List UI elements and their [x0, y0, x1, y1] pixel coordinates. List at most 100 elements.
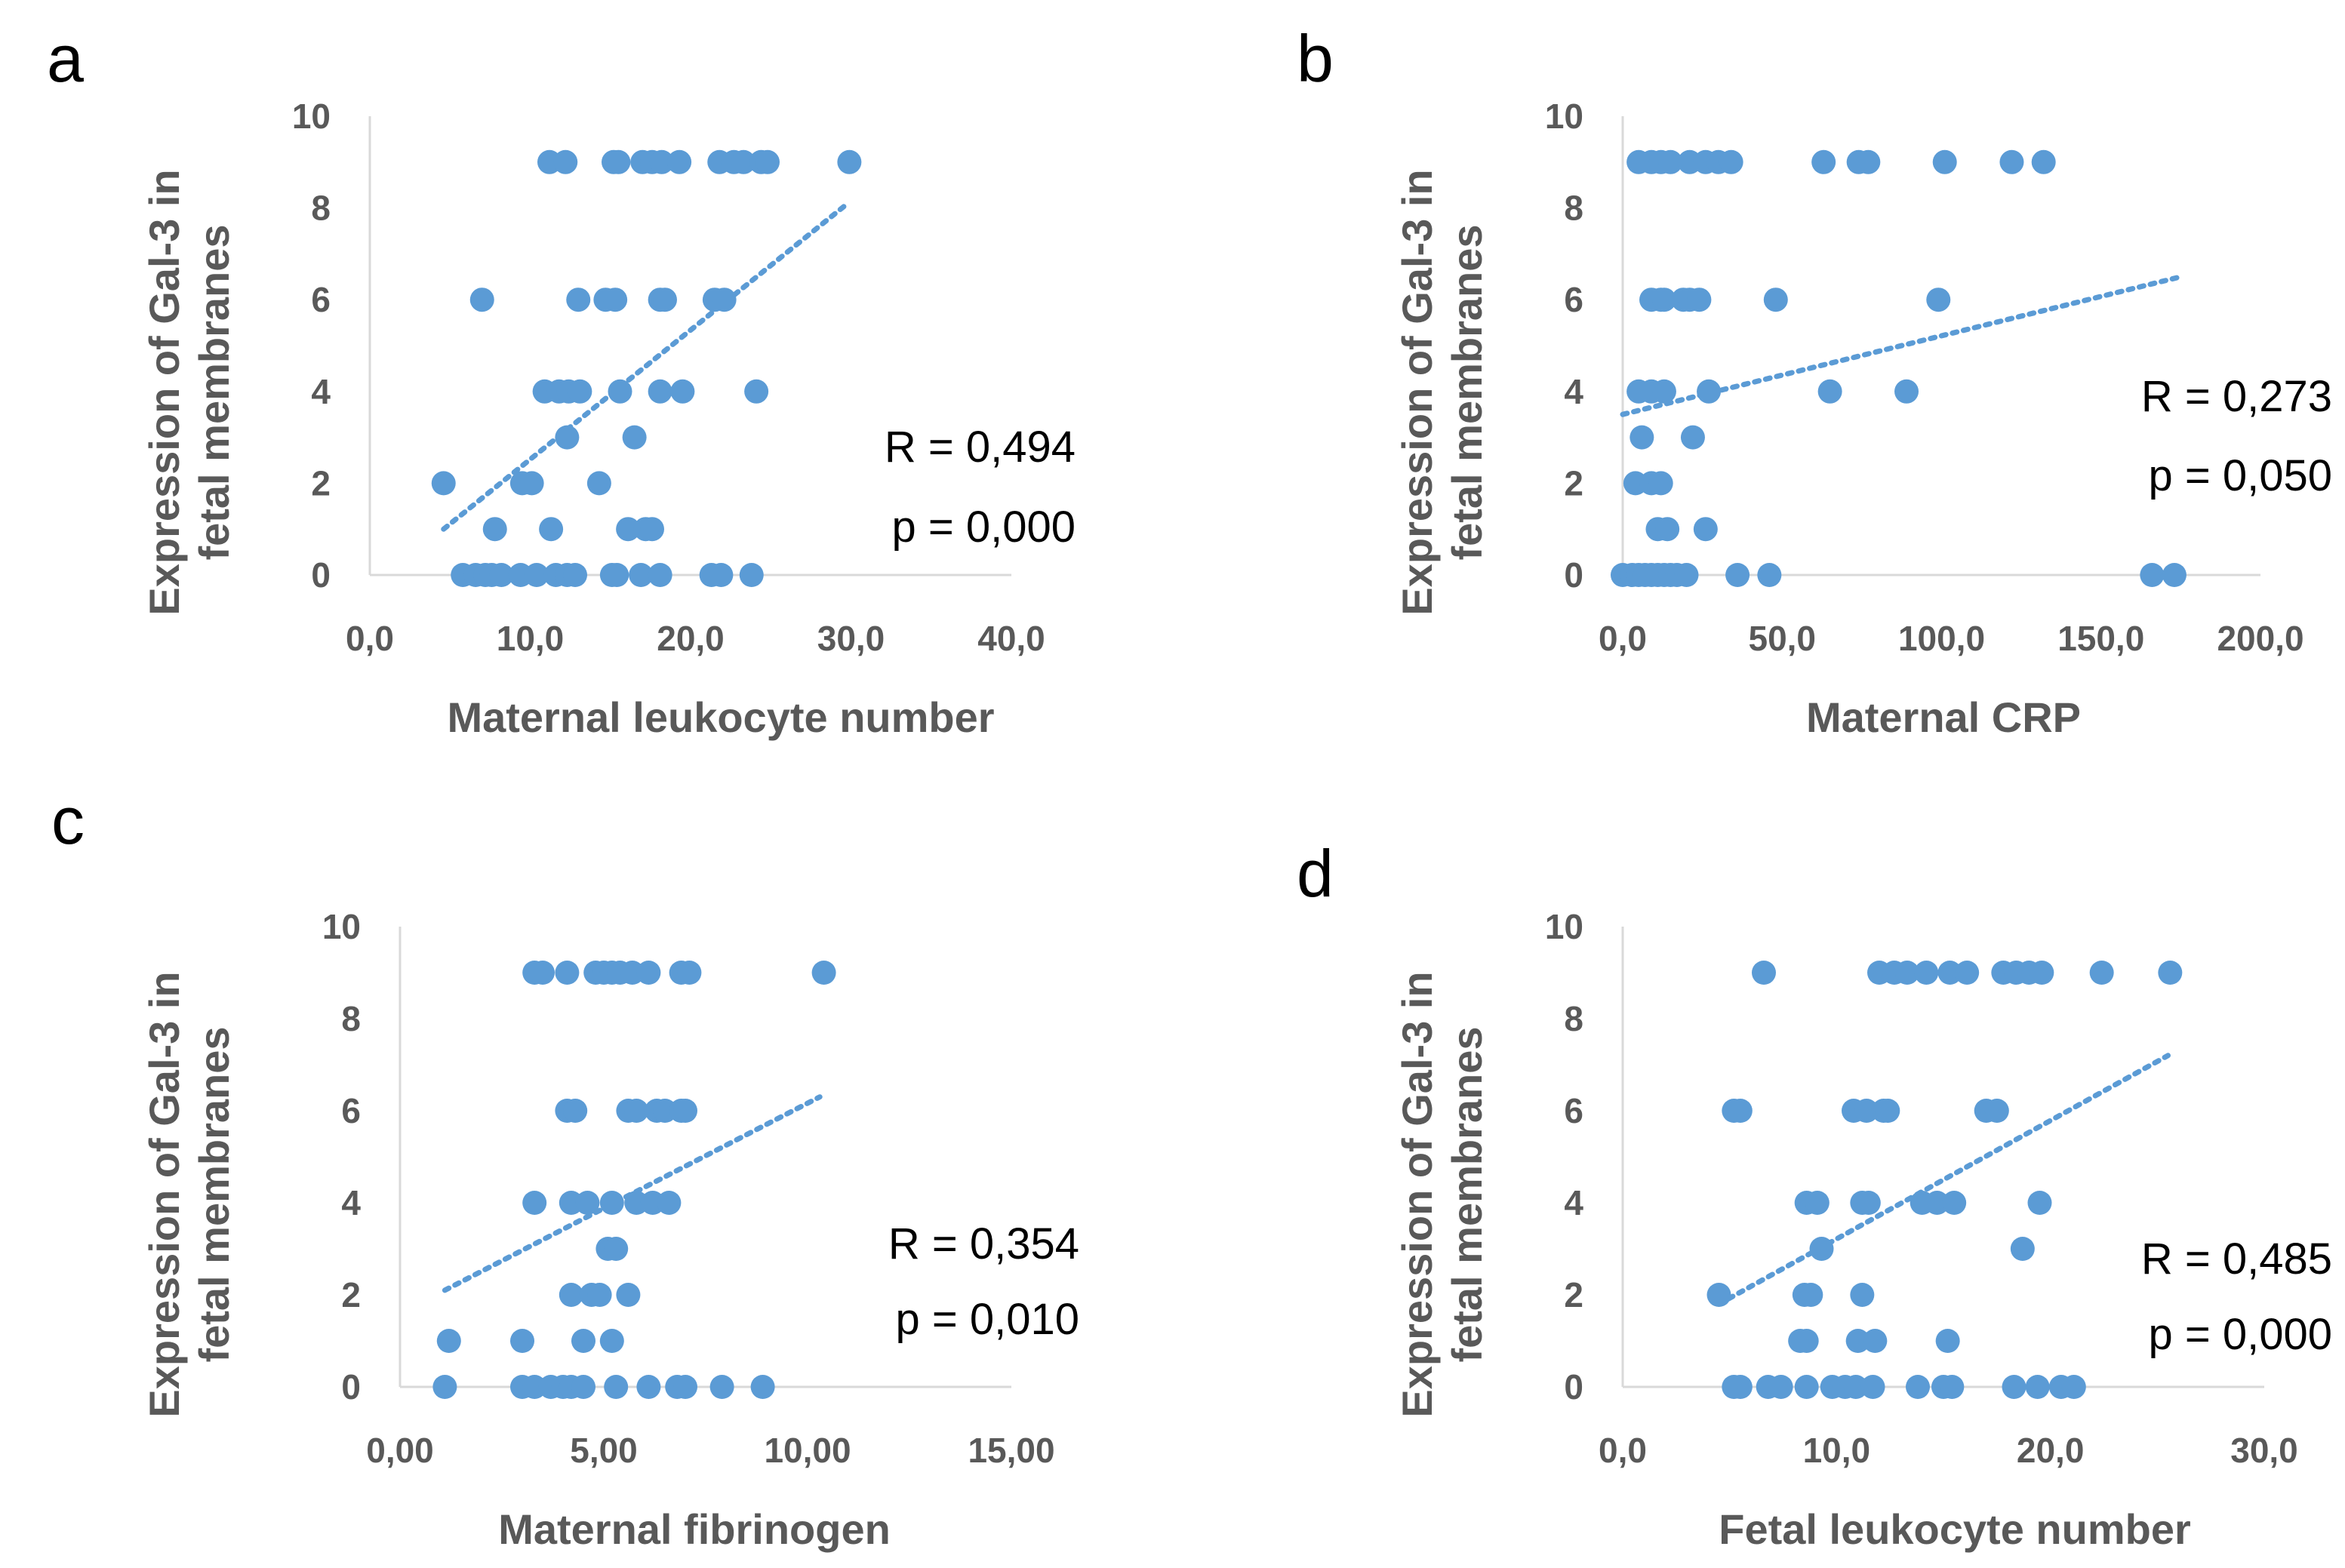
data-point [636, 1375, 661, 1399]
data-point [1854, 1099, 1879, 1123]
y-tick-label: 0 [311, 555, 331, 595]
data-point [604, 1237, 629, 1261]
data-point [811, 961, 836, 985]
data-point [2025, 1375, 2050, 1399]
data-point [2030, 961, 2054, 985]
data-point [712, 287, 737, 312]
data-point [1648, 471, 1673, 496]
y-axis-title-line: fetal membranes [190, 224, 238, 560]
data-point [599, 1191, 624, 1215]
correlation-r: R = 0,273 [2141, 372, 2332, 421]
data-point [744, 379, 769, 404]
data-point [606, 149, 631, 174]
y-tick-label: 6 [1564, 1091, 1583, 1130]
data-point [489, 563, 514, 587]
data-point [1794, 1375, 1819, 1399]
x-axis-title: Maternal fibrinogen [498, 1505, 891, 1553]
data-point [2027, 1191, 2052, 1215]
x-tick-label: 150,0 [2057, 619, 2144, 658]
p-value: p = 0,050 [2149, 451, 2333, 500]
data-point [1845, 1329, 1870, 1353]
data-point [555, 961, 580, 985]
data-point [1894, 961, 1919, 985]
data-point [571, 1375, 595, 1399]
correlation-r: R = 0,494 [885, 423, 1076, 472]
x-tick-label: 40,0 [977, 619, 1045, 658]
data-point [629, 563, 654, 587]
data-point [2002, 1375, 2026, 1399]
data-point [1687, 287, 1712, 312]
data-point [837, 149, 862, 174]
data-point [1651, 379, 1676, 404]
data-point [1906, 1375, 1930, 1399]
data-point [563, 563, 587, 587]
data-point [709, 1375, 734, 1399]
x-tick-label: 10,0 [1803, 1431, 1871, 1470]
data-point [1955, 961, 1980, 985]
p-value: p = 0,000 [2149, 1310, 2333, 1359]
data-point [1752, 961, 1776, 985]
y-tick-label: 8 [1564, 999, 1583, 1038]
panel-letter: a [47, 21, 84, 96]
data-point [624, 1099, 649, 1123]
x-tick-label: 0,0 [1599, 619, 1647, 658]
y-tick-label: 4 [311, 372, 331, 411]
chart-panel-c: c 0 2 4 6 8 10 0,00 5,00 10,00 15,00 Maternal fibri… [51, 783, 1079, 1553]
data-point [1757, 563, 1782, 587]
data-point [616, 517, 641, 542]
data-point [1863, 1329, 1888, 1353]
data-point [1843, 1375, 1868, 1399]
x-tick-label: 30,0 [2230, 1431, 2298, 1470]
data-point [436, 1329, 461, 1353]
data-point [1706, 1283, 1731, 1307]
x-axis-title: Maternal CRP [1806, 693, 2081, 741]
y-axis-title-line: fetal membranes [1443, 1026, 1491, 1362]
data-point [559, 1283, 583, 1307]
x-tick-label: 20,0 [2017, 1431, 2085, 1470]
data-point [649, 149, 674, 174]
x-tick-label: 20,0 [657, 619, 725, 658]
data-point [2061, 1375, 2086, 1399]
data-point [1680, 425, 1705, 450]
data-point [469, 287, 494, 312]
data-point [1811, 149, 1836, 174]
data-point [553, 149, 578, 174]
data-point [2140, 563, 2165, 587]
y-tick-label: 8 [1564, 189, 1583, 228]
y-tick-label: 8 [311, 189, 331, 228]
y-tick-label: 2 [1564, 1275, 1583, 1314]
y-tick-label: 6 [311, 280, 331, 319]
y-axis-title-line: Expression of Gal-3 in [140, 971, 188, 1417]
data-point [1935, 1329, 1960, 1353]
y-axis-title-line: Expression of Gal-3 in [1393, 971, 1441, 1417]
y-tick-label: 4 [1564, 372, 1583, 411]
data-point [2162, 563, 2187, 587]
data-point [1817, 379, 1842, 404]
data-point [2010, 1237, 2035, 1261]
y-tick-label: 4 [341, 1183, 361, 1222]
correlation-r: R = 0,485 [2141, 1234, 2332, 1284]
data-point [603, 287, 628, 312]
data-point [1655, 517, 1680, 542]
y-tick-label: 10 [292, 97, 331, 136]
y-tick-label: 2 [341, 1275, 361, 1314]
data-point [756, 149, 780, 174]
data-point [2031, 149, 2056, 174]
data-point [673, 1375, 697, 1399]
data-point [670, 379, 695, 404]
data-point [1794, 1329, 1819, 1353]
data-point [605, 563, 629, 587]
data-point [636, 961, 661, 985]
data-point [673, 1099, 697, 1123]
data-point [1850, 1283, 1875, 1307]
data-point [431, 471, 456, 496]
y-axis-title-line: fetal membranes [1443, 224, 1491, 560]
trendline [1716, 1053, 2171, 1307]
data-point [653, 287, 677, 312]
data-point [1693, 517, 1718, 542]
data-point [2158, 961, 2183, 985]
y-tick-label: 10 [1545, 97, 1583, 136]
y-axis-title-line: Expression of Gal-3 in [140, 169, 188, 615]
